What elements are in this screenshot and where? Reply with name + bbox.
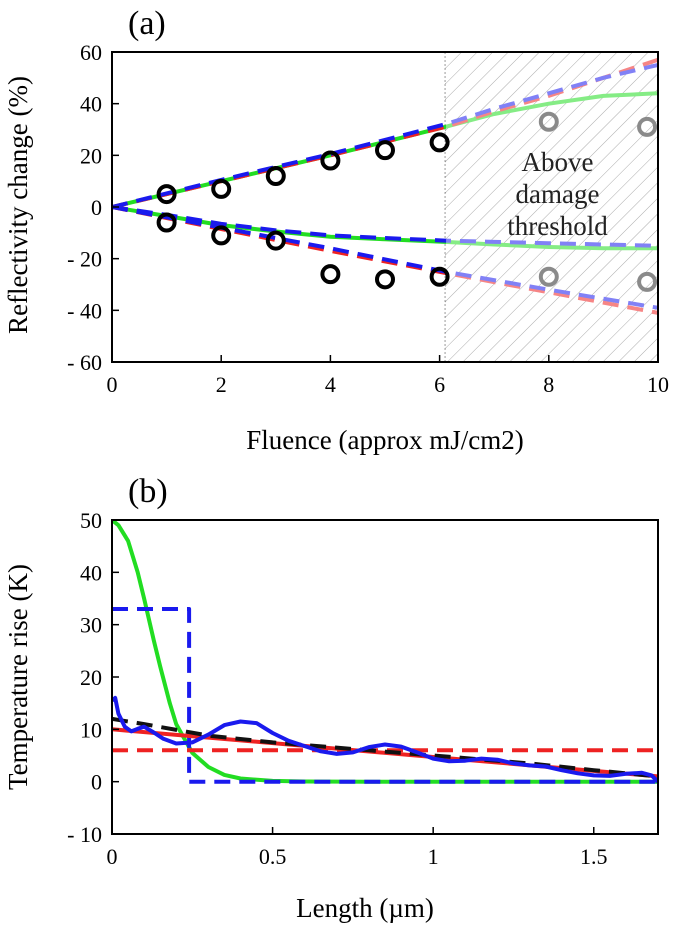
- marker-measured-below-threshold: [265, 230, 286, 251]
- y-tick-label-a: - 60: [67, 350, 102, 375]
- marker-measured-below-threshold: [320, 264, 341, 285]
- marker-measured-below-threshold: [375, 269, 395, 290]
- annotation-line: Above: [522, 147, 594, 177]
- marker-measured-below-threshold: [320, 150, 341, 171]
- marker-measured-below-threshold: [429, 132, 450, 153]
- series-blue-dashed-step: [112, 607, 658, 784]
- panel-a: 0 2 4 6 8 10 60 40 20 0 - 20 - 40 - 60 Above damage t…: [3, 5, 669, 455]
- x-axis-label-b: Length (µm): [296, 893, 434, 923]
- y-tick-label-b: 20: [80, 665, 102, 690]
- marker-measured-below-threshold: [211, 178, 232, 199]
- x-tick-label-a: 0: [107, 372, 118, 397]
- panel-label-b: (b): [128, 473, 168, 510]
- panel-label-a: (a): [128, 5, 166, 42]
- marker-measured-below-threshold: [156, 184, 177, 205]
- marker-measured-below-threshold: [265, 166, 286, 186]
- x-tick-label-a: 6: [434, 372, 445, 397]
- marker-measured-above-threshold: [538, 111, 559, 132]
- x-tick-label-b: 0.5: [259, 844, 287, 869]
- marker-measured-above-threshold: [637, 116, 658, 137]
- series-upper-blue: [112, 62, 658, 209]
- series-lower-blue-long: [112, 205, 658, 310]
- threshold-fade-overlay: [446, 52, 658, 362]
- marker-measured-below-threshold: [429, 266, 450, 287]
- y-tick-label-b: - 10: [67, 822, 102, 847]
- marker-measured-below-threshold: [375, 140, 395, 161]
- x-tick-label-a: 2: [216, 372, 227, 397]
- y-tick-label-b: 0: [91, 770, 102, 795]
- y-tick-label-a: - 20: [67, 247, 102, 272]
- y-tick-label-a: 0: [91, 195, 102, 220]
- y-tick-label-b: 50: [80, 508, 102, 533]
- series-blue-solid-oscillating: [112, 695, 658, 784]
- y-tick-label-a: 40: [80, 92, 102, 117]
- x-tick-label-b: 1.5: [580, 844, 608, 869]
- x-tick-label-a: 4: [325, 372, 336, 397]
- y-tick-label-a: - 40: [67, 298, 102, 323]
- damage-threshold-annotation: Above damage threshold: [507, 147, 608, 241]
- y-tick-label-b: 10: [80, 717, 102, 742]
- marker-measured-below-threshold: [211, 225, 232, 246]
- y-tick-label-b: 30: [80, 613, 102, 638]
- marker-measured-above-threshold: [538, 266, 559, 287]
- y-tick-label-b: 40: [80, 560, 102, 585]
- marker-measured-below-threshold: [156, 212, 177, 233]
- x-tick-label-a: 8: [543, 372, 554, 397]
- x-tick-label-b: 0: [107, 844, 118, 869]
- series-black-dashed: [112, 716, 658, 779]
- marker-measured-above-threshold: [637, 271, 658, 292]
- x-axis-label-a: Fluence (approx mJ/cm2): [246, 425, 523, 455]
- x-tick-label-a: 10: [647, 372, 669, 397]
- y-tick-label-a: 60: [80, 40, 102, 65]
- series-lower-blue-short: [112, 205, 658, 248]
- annotation-line: threshold: [507, 211, 608, 241]
- plot-frame-b: [111, 519, 659, 835]
- y-tick-label-a: 20: [80, 143, 102, 168]
- y-axis-label-a: Reflectivity change (%): [3, 76, 33, 334]
- y-axis-label-b: Temperature rise (K): [3, 564, 33, 790]
- x-tick-label-b: 1: [428, 844, 439, 869]
- annotation-line: damage: [516, 179, 600, 209]
